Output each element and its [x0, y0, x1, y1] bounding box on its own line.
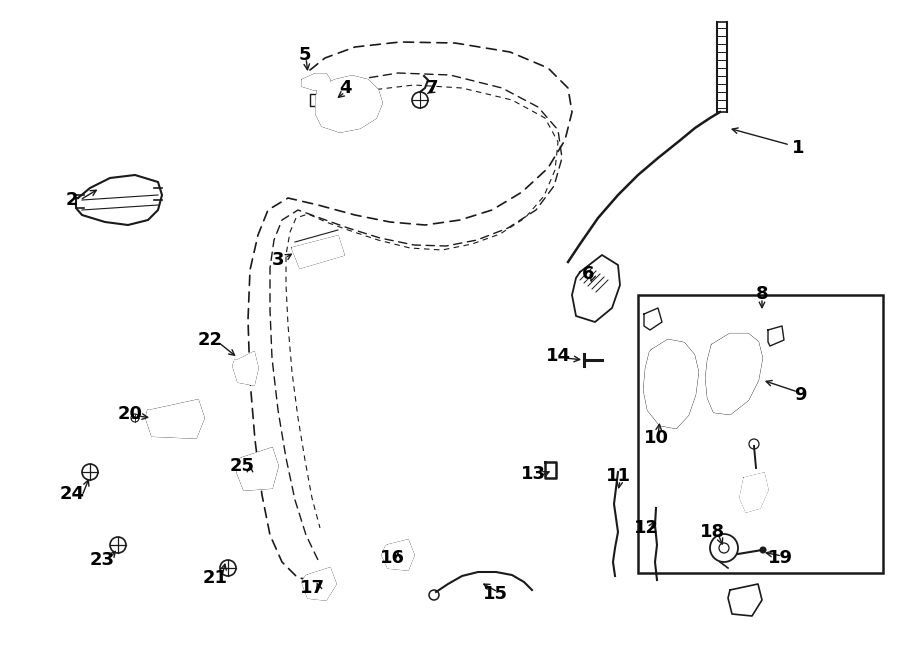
Polygon shape — [316, 76, 382, 132]
Circle shape — [242, 366, 250, 374]
Text: 10: 10 — [644, 429, 669, 447]
Text: 1: 1 — [792, 139, 805, 157]
Circle shape — [160, 413, 170, 423]
Text: 14: 14 — [545, 347, 571, 365]
Text: 21: 21 — [202, 569, 228, 587]
Text: 2: 2 — [66, 191, 78, 209]
Text: 7: 7 — [426, 79, 438, 97]
Text: 19: 19 — [768, 549, 793, 567]
Text: 12: 12 — [634, 519, 659, 537]
Circle shape — [710, 534, 738, 562]
Text: 15: 15 — [482, 585, 508, 603]
Circle shape — [412, 92, 428, 108]
Text: 4: 4 — [338, 79, 351, 97]
Circle shape — [760, 547, 766, 553]
Circle shape — [171, 411, 179, 419]
Polygon shape — [233, 352, 258, 385]
Text: 23: 23 — [89, 551, 114, 569]
Text: 22: 22 — [197, 331, 222, 349]
Polygon shape — [644, 340, 698, 428]
Bar — [638, 295, 883, 573]
Circle shape — [131, 414, 139, 422]
Text: 24: 24 — [59, 485, 85, 503]
Polygon shape — [237, 448, 278, 490]
Polygon shape — [146, 400, 204, 438]
Polygon shape — [292, 236, 344, 268]
Polygon shape — [302, 74, 330, 90]
Text: 13: 13 — [520, 465, 545, 483]
Text: 9: 9 — [794, 386, 806, 404]
Circle shape — [241, 466, 249, 474]
Text: 5: 5 — [299, 46, 311, 64]
Text: 16: 16 — [380, 549, 404, 567]
Text: 3: 3 — [272, 251, 284, 269]
Polygon shape — [572, 255, 620, 322]
Text: 11: 11 — [606, 467, 631, 485]
Polygon shape — [382, 540, 414, 570]
Text: 6: 6 — [581, 265, 594, 283]
Text: 18: 18 — [699, 523, 725, 541]
Circle shape — [749, 439, 759, 449]
Circle shape — [720, 360, 750, 390]
Circle shape — [261, 464, 269, 472]
Polygon shape — [302, 568, 336, 600]
Circle shape — [82, 464, 98, 480]
Polygon shape — [740, 473, 768, 512]
Text: 17: 17 — [300, 579, 325, 597]
Text: 8: 8 — [756, 285, 769, 303]
Text: 20: 20 — [118, 405, 142, 423]
Polygon shape — [706, 334, 762, 414]
Circle shape — [220, 560, 236, 576]
Text: 25: 25 — [230, 457, 255, 475]
Circle shape — [253, 465, 263, 475]
Circle shape — [110, 537, 126, 553]
Circle shape — [177, 413, 187, 423]
Polygon shape — [728, 584, 762, 616]
Circle shape — [429, 590, 439, 600]
